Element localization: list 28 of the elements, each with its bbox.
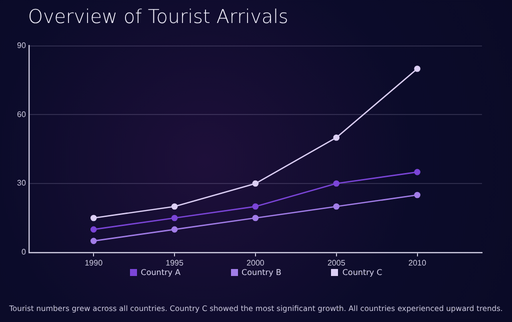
point: [252, 214, 259, 222]
point: [414, 66, 420, 72]
legend-label: Country C: [341, 268, 382, 277]
point: [414, 192, 420, 198]
point: [414, 168, 420, 176]
x-tick-label: 1990: [84, 258, 104, 268]
point: [171, 203, 178, 210]
chart-title: Overview of Tourist Arrivals: [28, 6, 288, 28]
x-tick-label: 2010: [408, 258, 427, 268]
x-tick-label: 2000: [246, 258, 265, 268]
y-tick-label: 60: [16, 110, 26, 119]
point: [252, 180, 259, 187]
y-tick-label: 30: [16, 178, 26, 188]
x-tick-label: 1995: [166, 258, 184, 268]
point: [252, 203, 259, 210]
legend-label: Country A: [140, 268, 181, 277]
point: [90, 226, 97, 233]
legend-label: Country B: [240, 268, 282, 277]
x-tick-label: 2005: [327, 258, 346, 268]
y-tick-label: 90: [16, 41, 26, 50]
point: [171, 226, 178, 233]
point: [90, 214, 97, 222]
point: [171, 214, 178, 222]
point: [90, 238, 97, 244]
y-tick-label: 0: [21, 248, 26, 257]
point: [333, 134, 340, 141]
point: [333, 180, 340, 187]
point: [333, 203, 340, 210]
